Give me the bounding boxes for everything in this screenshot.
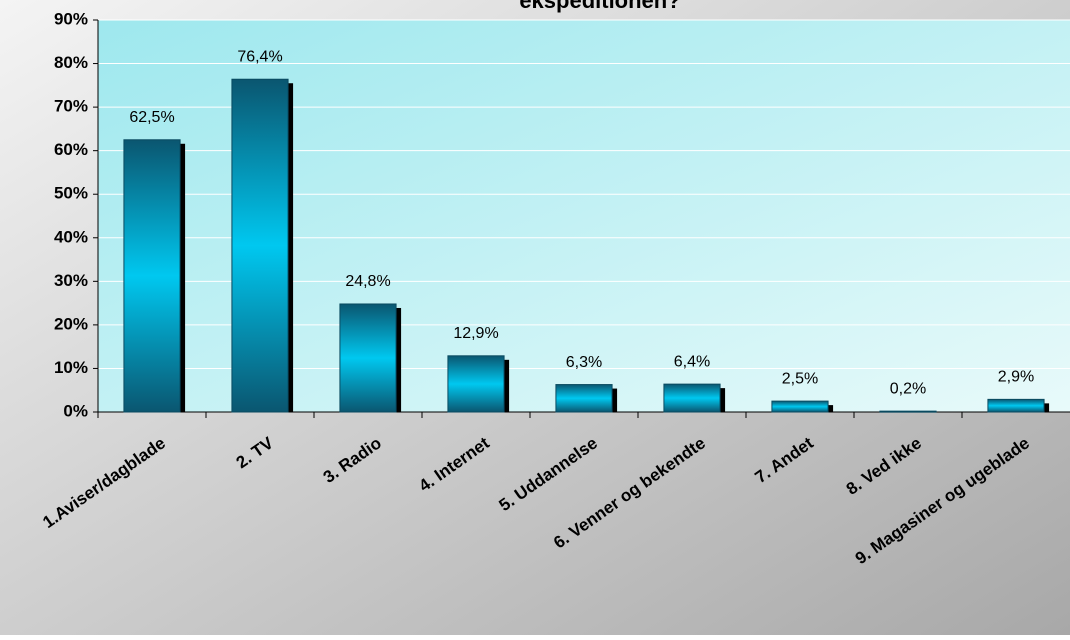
y-tick-label: 40% (54, 227, 88, 246)
bar (231, 78, 289, 413)
y-tick-label: 70% (54, 97, 88, 116)
bar (339, 303, 397, 413)
bar (663, 383, 721, 413)
value-label: 76,4% (237, 48, 282, 65)
y-tick-label: 30% (54, 271, 88, 290)
bar (555, 384, 613, 413)
bar (879, 410, 937, 413)
bar (123, 139, 181, 413)
bar (447, 355, 505, 413)
y-tick-label: 80% (54, 53, 88, 72)
y-tick-label: 20% (54, 314, 88, 333)
value-label: 62,5% (129, 109, 174, 126)
value-label: 6,4% (674, 353, 710, 370)
value-label: 0,2% (890, 380, 926, 397)
value-label: 6,3% (566, 354, 602, 371)
y-tick-label: 60% (54, 140, 88, 159)
value-label: 2,5% (782, 370, 818, 387)
y-tick-label: 90% (54, 9, 88, 28)
y-tick-label: 50% (54, 184, 88, 203)
bar (771, 400, 829, 413)
bar (987, 398, 1045, 413)
value-label: 12,9% (453, 325, 498, 342)
y-tick-label: 0% (63, 401, 88, 420)
value-label: 24,8% (345, 273, 390, 290)
chart-title: ekspeditionen? (519, 0, 680, 13)
y-tick-label: 10% (54, 358, 88, 377)
value-label: 2,9% (998, 369, 1034, 386)
